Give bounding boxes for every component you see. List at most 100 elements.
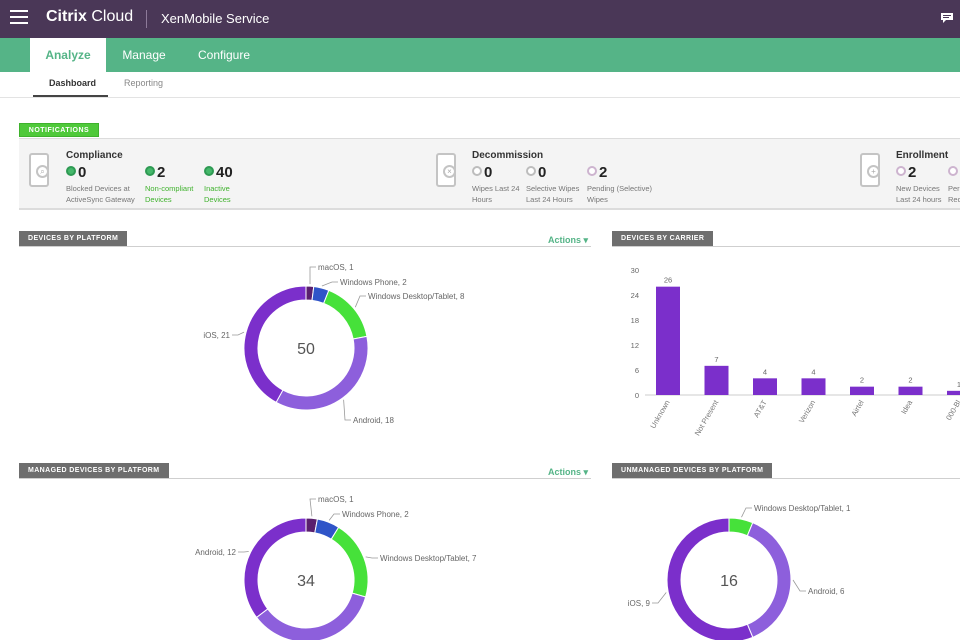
bar-not-present[interactable]: [704, 365, 729, 395]
status-dot-icon: [896, 165, 906, 176]
actions-label: Actions: [548, 467, 582, 477]
status-dot-icon: [472, 165, 482, 176]
compliance-inactive-stat[interactable]: 40 Inactive Devices: [204, 164, 233, 205]
pie-slice-android[interactable]: [746, 522, 792, 638]
slice-label: Android, 6: [808, 587, 845, 596]
slice-leader-line: [328, 513, 340, 521]
decommission-pending-stat[interactable]: 2 Pending (Selective) Wipes: [587, 164, 652, 205]
slice-label: macOS, 1: [318, 495, 354, 504]
donut-total: 16: [720, 573, 738, 590]
stat-label: New Devices Last 24 hours: [896, 184, 942, 204]
notifications-panel: ⌕ Compliance 0 Blocked Devices at Active…: [19, 138, 960, 210]
notifications-badge: NOTIFICATIONS: [19, 123, 99, 137]
decommission-title: Decommission: [472, 150, 544, 161]
status-dot-icon: [204, 165, 214, 176]
stat-value: 0: [484, 164, 493, 181]
main-nav: Analyze Manage Configure: [0, 38, 960, 72]
y-tick-label: 12: [631, 341, 639, 350]
slice-leader-line: [309, 498, 316, 517]
sub-nav: Dashboard Reporting: [0, 72, 960, 98]
decommission-wipes-stat[interactable]: 0 Wipes Last 24 Hours: [472, 164, 520, 205]
stat-label: Non-compliant Devices: [145, 184, 194, 204]
top-bar: Citrix Cloud XenMobile Service: [0, 0, 960, 38]
x-tick-label: Idea: [899, 398, 915, 416]
bar-value-label: 26: [664, 276, 672, 285]
stat-label: Pending (Selective) Wipes: [587, 184, 653, 204]
x-tick-label: AT&T: [752, 398, 769, 419]
bar-value-label: 4: [811, 367, 815, 376]
bar-idea[interactable]: [898, 386, 923, 395]
compliance-device-icon: ⌕: [29, 153, 49, 187]
enrollment-pending-stat[interactable]: Per Req: [948, 164, 960, 205]
pie-slice-ios[interactable]: [243, 285, 307, 404]
slice-label: Windows Desktop/Tablet, 8: [368, 292, 465, 301]
devices-by-platform-header: DEVICES BY PLATFORM: [19, 231, 128, 247]
unmanaged-devices-donut-chart: Windows Desktop/Tablet, 1 Android, 6 iOS, …: [628, 504, 851, 640]
status-dot-icon: [66, 165, 76, 176]
slice-label: macOS, 1: [318, 263, 354, 272]
y-tick-label: 30: [631, 266, 639, 275]
pie-slice-android[interactable]: [243, 517, 307, 619]
managed-devices-actions-button[interactable]: Actions ▾: [548, 467, 588, 478]
y-tick-label: 18: [631, 316, 639, 325]
bar-airtel[interactable]: [850, 386, 874, 395]
chat-icon[interactable]: [940, 12, 954, 24]
tab-configure[interactable]: Configure: [197, 48, 251, 62]
bar-value-label: 2: [908, 376, 912, 385]
pie-slice-windows-desktop-tablet[interactable]: [323, 289, 368, 340]
decommission-selective-wipes-stat[interactable]: 0 Selective Wipes Last 24 Hours: [526, 164, 579, 205]
status-dot-icon: [145, 165, 155, 176]
slice-label: Windows Phone, 2: [340, 278, 407, 287]
bar-verizon[interactable]: [801, 378, 826, 395]
brand-light: Cloud: [91, 8, 134, 25]
stat-label: Per Req: [948, 184, 960, 204]
subtab-reporting[interactable]: Reporting: [124, 78, 164, 88]
slice-leader-line: [238, 551, 249, 553]
pie-slice-ios[interactable]: [255, 592, 367, 640]
stat-label: Blocked Devices at ActiveSync Gateway: [66, 184, 135, 204]
slice-label: Windows Phone, 2: [342, 510, 409, 519]
enrollment-title: Enrollment: [896, 150, 949, 161]
slice-label: iOS, 21: [203, 331, 230, 340]
x-tick-label: Not Present: [693, 398, 721, 438]
compliance-blocked-stat[interactable]: 0 Blocked Devices at ActiveSync Gateway: [66, 164, 135, 205]
stat-value: 2: [599, 164, 608, 181]
tab-manage[interactable]: Manage: [122, 48, 166, 62]
pie-slice-android[interactable]: [275, 335, 369, 411]
x-tick-label: 000-Bl: [944, 398, 960, 422]
tab-analyze[interactable]: Analyze: [30, 38, 106, 72]
chevron-down-icon: ▾: [583, 467, 589, 477]
stat-label: Wipes Last 24 Hours: [472, 184, 520, 204]
status-dot-icon: [587, 165, 597, 176]
bar-value-label: 7: [714, 355, 718, 364]
hamburger-menu-icon[interactable]: [10, 10, 28, 26]
subtab-dashboard[interactable]: Dashboard: [49, 78, 97, 88]
pie-slice-windows-desktop-tablet[interactable]: [330, 526, 369, 598]
stat-label: Inactive Devices: [204, 184, 231, 204]
compliance-title: Compliance: [66, 150, 123, 161]
devices-by-platform-actions-button[interactable]: Actions ▾: [548, 235, 588, 246]
section-divider: [19, 478, 591, 479]
bar-000-bl[interactable]: [947, 390, 960, 395]
enrollment-new-devices-stat[interactable]: 2 New Devices Last 24 hours: [896, 164, 941, 205]
stat-label: Selective Wipes Last 24 Hours: [526, 184, 580, 204]
compliance-noncompliant-stat[interactable]: 2 Non-compliant Devices: [145, 164, 193, 205]
section-divider: [612, 478, 960, 479]
managed-devices-donut-chart: macOS, 1 Windows Phone, 2 Windows Desktop/…: [195, 495, 477, 640]
brand-strong: Citrix: [46, 8, 87, 25]
bar-at-t[interactable]: [753, 378, 777, 395]
y-tick-label: 6: [635, 366, 639, 375]
chevron-down-icon: ▾: [583, 235, 589, 245]
x-tick-label: Verizon: [797, 399, 817, 425]
section-divider: [612, 246, 960, 247]
pie-slice-ios[interactable]: [666, 517, 754, 640]
product-name: XenMobile Service: [161, 11, 270, 26]
status-dot-icon: [526, 165, 536, 176]
devices-by-carrier-header: DEVICES BY CARRIER: [612, 231, 714, 247]
bar-unknown[interactable]: [656, 286, 680, 395]
devices-by-platform-donut-chart: macOS, 1 Windows Phone, 2 Windows Desktop/…: [203, 263, 465, 425]
brand-logo[interactable]: Citrix Cloud: [46, 8, 133, 26]
bar-value-label: 2: [860, 376, 864, 385]
y-tick-label: 24: [631, 291, 639, 300]
